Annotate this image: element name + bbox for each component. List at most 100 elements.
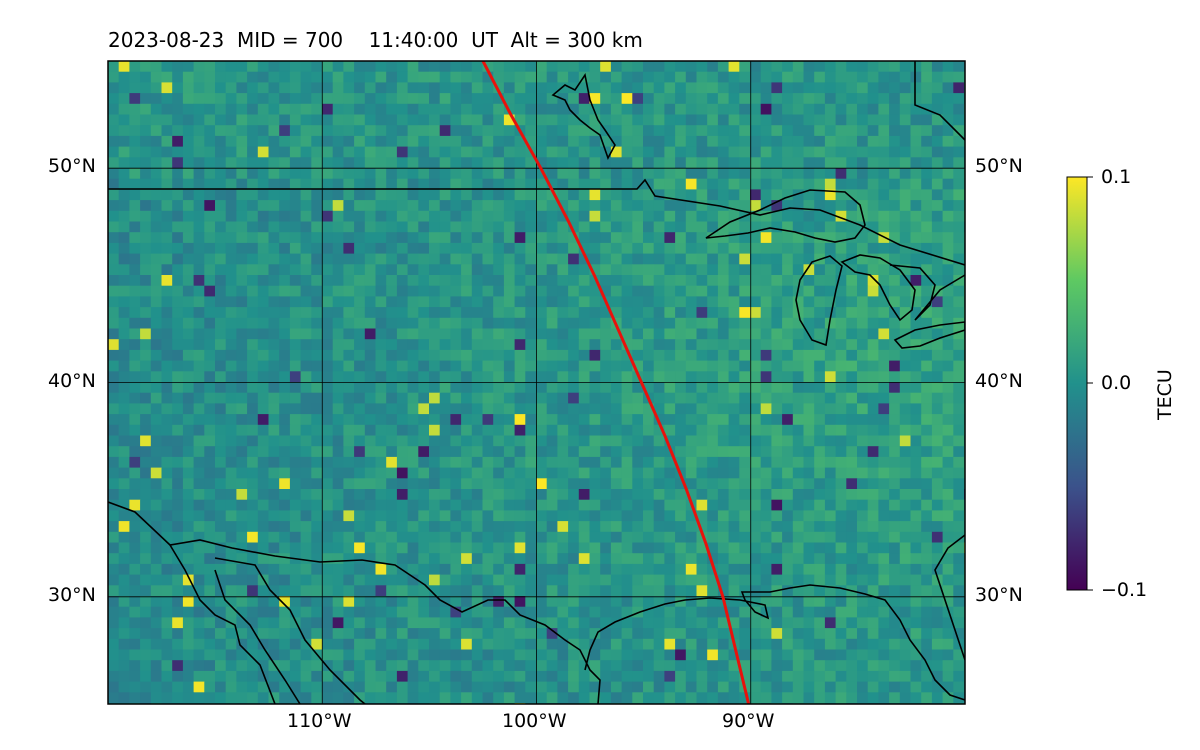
- tec-cell: [953, 200, 965, 212]
- tec-cell: [396, 649, 409, 661]
- tec-cell: [835, 446, 847, 458]
- tec-cell: [525, 349, 537, 362]
- tec-cell: [792, 692, 804, 704]
- tec-cell: [546, 221, 558, 233]
- tec-cell: [493, 61, 505, 73]
- tec-cell: [675, 521, 687, 533]
- tec-cell: [760, 71, 772, 83]
- tec-cell: [364, 446, 376, 458]
- tec-cell: [108, 392, 120, 404]
- tec-cell: [322, 478, 334, 490]
- tec-cell: [675, 563, 687, 576]
- tec-cell: [182, 93, 195, 105]
- tec-cell: [364, 660, 376, 672]
- tec-cell: [899, 93, 911, 105]
- tec-cell: [118, 307, 130, 319]
- tec-cell: [503, 489, 516, 501]
- tec-cell: [482, 692, 494, 704]
- tec-cell: [257, 553, 269, 565]
- tec-cell: [867, 521, 879, 533]
- tec-cell: [942, 649, 954, 661]
- tec-cell: [899, 478, 911, 490]
- tec-cell: [129, 553, 141, 565]
- tec-cell: [578, 157, 590, 169]
- tec-cell: [375, 392, 387, 404]
- tec-cell: [108, 317, 120, 329]
- tec-cell: [568, 61, 580, 73]
- tec-cell: [867, 157, 879, 169]
- tec-cell: [707, 542, 719, 554]
- tec-cell: [268, 456, 280, 469]
- tec-cell: [750, 531, 762, 543]
- tec-cell: [482, 168, 494, 180]
- tec-cell: [910, 510, 922, 522]
- tec-cell: [407, 489, 419, 501]
- tec-cell: [450, 71, 462, 83]
- tec-cell: [707, 681, 719, 693]
- tec-cell: [621, 660, 633, 672]
- tec-cell: [857, 628, 869, 640]
- tec-cell: [215, 307, 227, 319]
- tec-cell: [118, 596, 130, 608]
- tec-cell: [493, 275, 505, 287]
- tec-cell: [632, 670, 644, 683]
- tec-cell: [878, 660, 890, 672]
- tec-cell: [215, 360, 227, 372]
- tec-cell: [247, 628, 259, 640]
- tec-cell: [257, 221, 269, 233]
- tec-cell: [803, 296, 815, 308]
- tec-cell: [322, 371, 334, 383]
- tec-cell: [824, 596, 837, 608]
- tec-cell: [803, 210, 815, 222]
- tec-cell: [910, 307, 922, 319]
- tec-cell: [354, 82, 366, 94]
- tec-cell: [921, 189, 933, 201]
- tec-cell: [857, 670, 869, 683]
- tec-cell: [375, 553, 387, 565]
- tec-cell: [193, 146, 205, 158]
- tec-cell: [814, 349, 826, 362]
- tec-cell: [343, 553, 355, 565]
- tec-cell: [247, 606, 259, 618]
- tec-cell: [204, 339, 216, 351]
- tec-cell: [578, 585, 590, 597]
- tec-cell: [685, 478, 697, 490]
- tec-cell: [707, 510, 719, 522]
- tec-cell: [450, 114, 462, 126]
- tec-cell: [172, 264, 184, 276]
- tec-cell: [439, 349, 451, 362]
- tec-cell: [568, 531, 580, 543]
- tec-cell: [396, 456, 409, 469]
- tec-cell: [525, 478, 537, 490]
- tec-cell: [557, 82, 569, 94]
- tec-cell: [364, 521, 376, 533]
- tec-cell: [921, 221, 933, 233]
- tec-cell: [215, 542, 227, 554]
- tec-cell: [953, 424, 965, 436]
- tec-cell: [225, 521, 237, 533]
- tec-cell: [247, 424, 259, 436]
- tec-cell: [899, 157, 911, 169]
- tec-cell: [792, 114, 804, 126]
- tec-cell: [578, 456, 590, 469]
- tec-cell: [760, 660, 772, 672]
- tec-cell: [857, 339, 869, 351]
- tec-cell: [760, 435, 772, 447]
- tec-cell: [215, 563, 227, 576]
- tec-cell: [140, 103, 152, 115]
- tec-cell: [546, 692, 558, 704]
- tec-cell: [354, 563, 366, 576]
- tec-cell: [332, 125, 344, 137]
- tec-cell: [140, 628, 152, 640]
- tec-cell: [471, 242, 483, 255]
- tec-cell: [268, 328, 280, 340]
- tec-cell: [846, 285, 858, 297]
- tec-cell: [118, 617, 130, 629]
- tec-cell: [396, 392, 409, 404]
- tec-cell: [343, 307, 355, 319]
- tec-cell: [953, 638, 965, 650]
- tec-cell: [418, 681, 430, 693]
- tec-cell: [568, 628, 580, 640]
- tec-cell: [482, 328, 494, 340]
- tec-cell: [461, 189, 473, 201]
